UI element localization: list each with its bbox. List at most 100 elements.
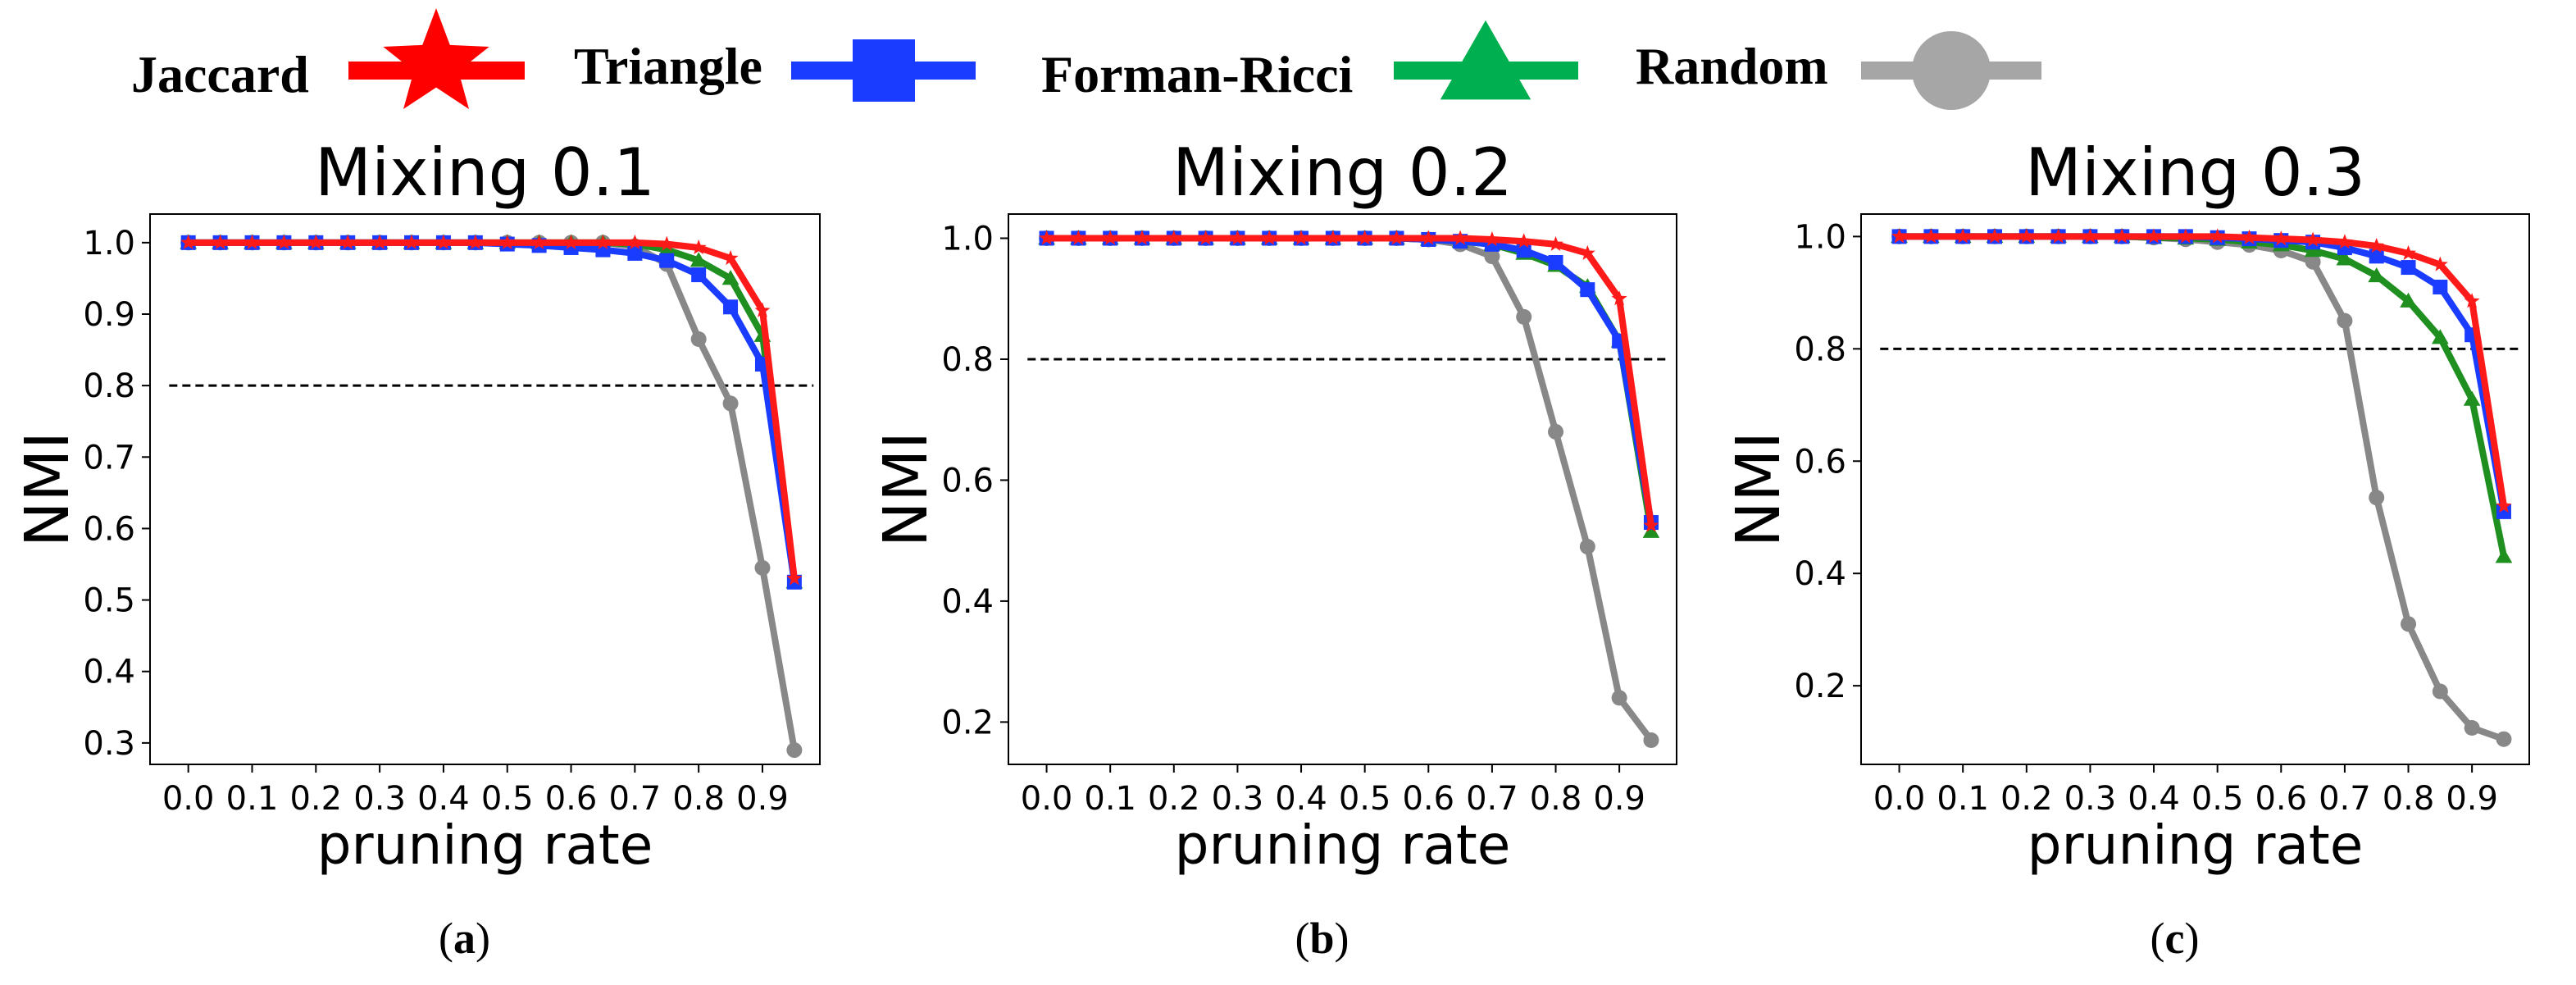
data-point-jaccard [499,234,516,249]
y-tick-label: 0.4 [1794,555,1846,593]
data-point-random [754,559,771,576]
data-point-forman-ricci [2400,292,2417,308]
data-point-random [2305,253,2321,270]
data-point-jaccard [1229,230,1245,245]
legend-label-triangle: Triangle [574,37,762,95]
data-point-jaccard [1643,517,1659,532]
series-triangle [1891,229,2511,519]
subcaption-open: ( [1295,914,1309,963]
data-point-jaccard [180,234,197,249]
data-point-triangle [1516,243,1531,258]
y-tick-label: 0.4 [83,654,135,691]
data-point-jaccard [1134,230,1150,245]
y-tick-label: 0.8 [941,341,994,379]
y-tick-label: 0.6 [83,510,135,548]
chart-panel-a: Mixing 0.1 0.0 0.1 0.2 0.3 0.4 0.5 0.6 0.7 0.8 0.9… [12,135,821,963]
x-tick-label: 0.4 [417,780,470,818]
x-tick-label: 0.0 [162,780,215,818]
x-axis-label: pruning rate [317,814,653,877]
data-point-jaccard [2432,256,2448,271]
y-tick-label: 1.0 [941,220,994,258]
series-line-triangle [188,239,798,583]
legend: Jaccard Triangle Forman-Ricci Random [131,8,2041,110]
subcaption-open: ( [2150,914,2165,963]
data-point-jaccard [2337,234,2353,249]
legend-item-jaccard: Jaccard [131,8,525,109]
x-tick-label: 0.0 [1873,780,1926,818]
x-tick-label: 0.3 [2064,780,2117,818]
data-point-jaccard [1484,231,1500,247]
data-point-jaccard [1102,230,1118,245]
series-line-triangle [1899,233,2507,513]
data-point-jaccard [1516,233,1532,249]
series-random [1039,230,1659,749]
data-point-random [1643,732,1659,749]
data-point-random [2432,683,2448,700]
chart-title: Mixing 0.1 [315,135,655,211]
y-tick-label: 0.6 [941,462,994,499]
series-line-forman-ricci [188,239,798,583]
data-point-random [1579,539,1595,555]
subcaption-close: ) [1335,914,1349,963]
data-point-random [786,742,803,759]
y-tick-label: 0.2 [1794,668,1846,705]
data-point-triangle [1548,254,1563,270]
data-point-random [1484,249,1500,265]
data-point-forman-ricci [2463,390,2481,406]
series-line-jaccard [1899,233,2507,507]
data-point-jaccard [2114,228,2130,244]
legend-item-random: Random [1636,31,2041,110]
data-point-jaccard [1611,290,1627,306]
legend-label-jaccard: Jaccard [131,45,309,103]
x-tick-label: 0.8 [672,780,725,818]
x-tick-label: 0.3 [1212,780,1264,818]
data-point-triangle [2401,260,2416,276]
x-tick-label: 0.0 [1021,780,1073,818]
x-tick-label: 0.2 [2000,780,2053,818]
x-tick-label: 0.6 [545,780,598,818]
data-point-jaccard [786,570,803,586]
x-tick-label: 0.7 [609,780,662,818]
x-tick-label: 0.9 [1593,780,1645,818]
x-tick-label: 0.4 [1275,780,1327,818]
data-point-forman-ricci [1642,522,1660,538]
data-point-triangle [2496,504,2511,519]
plot-frame [1860,213,2530,765]
series-line-jaccard [188,239,798,579]
data-point-jaccard [2369,238,2385,253]
data-point-jaccard [754,302,771,317]
data-point-jaccard [2496,498,2512,513]
data-point-forman-ricci [2336,250,2354,266]
subcaption-close: ) [476,914,490,963]
series-jaccard [1891,228,2512,513]
y-tick-label: 1.0 [83,225,135,262]
series-line-random [1899,233,2505,742]
y-tick-label: 0.3 [83,725,135,763]
x-tick-label: 0.2 [289,780,342,818]
subcaption-close: ) [2184,914,2199,963]
legend-item-forman-ricci: Forman-Ricci [1041,20,1578,103]
data-point-forman-ricci [2495,548,2513,563]
legend-marker-triangle [853,39,915,102]
data-point-jaccard [371,234,388,249]
data-point-random [690,331,707,347]
x-axis-label: pruning rate [2028,814,2364,877]
data-point-jaccard [339,234,356,249]
x-tick-label: 0.8 [1530,780,1582,818]
data-point-jaccard [1293,230,1309,245]
series-jaccard [180,234,803,586]
chart-title: Mixing 0.2 [1172,135,1513,211]
data-point-jaccard [2178,228,2194,244]
data-point-jaccard [2210,228,2226,244]
data-point-random [2401,616,2417,632]
series-random [1891,228,2512,747]
data-point-triangle [2433,280,2448,295]
data-point-jaccard [1325,230,1341,245]
data-point-jaccard [626,234,643,249]
series-random [180,235,803,759]
x-tick-label: 0.7 [1466,780,1518,818]
y-tick-label: 0.2 [941,704,994,741]
data-point-jaccard [403,234,420,249]
subcaption: (a) [439,914,490,963]
data-point-jaccard [275,234,292,249]
